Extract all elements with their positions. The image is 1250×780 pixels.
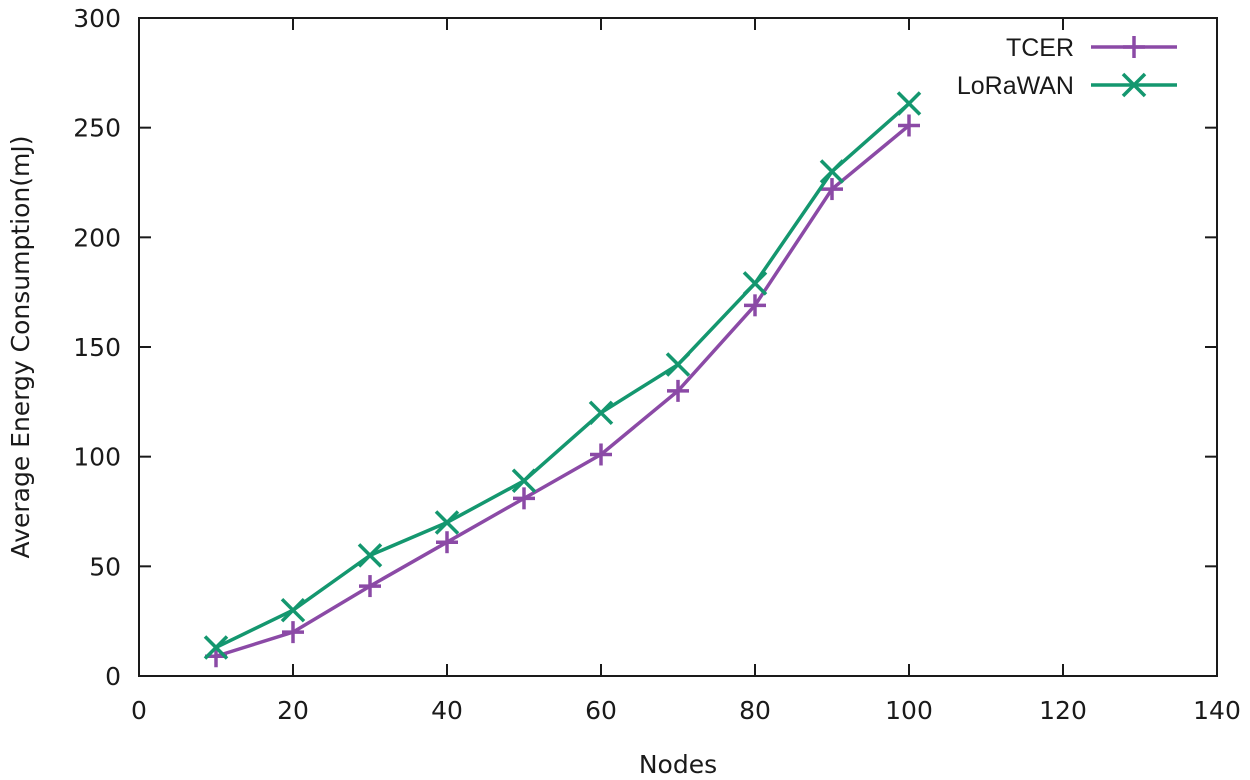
series-layer: [203, 91, 922, 668]
data-point-lorawan: [434, 510, 460, 535]
legend-item-tcer: TCER: [1006, 34, 1177, 62]
plot-frame: [138, 17, 1218, 677]
y-tick-label: 200: [73, 223, 121, 252]
data-point-tcer: [821, 178, 843, 201]
y-tick-label: 100: [73, 443, 121, 472]
series-line-tcer: [215, 124, 911, 658]
x-axis-title: Nodes: [639, 750, 717, 779]
data-point-tcer: [590, 443, 612, 466]
data-point-lorawan: [742, 271, 768, 296]
data-point-tcer: [898, 114, 920, 137]
data-point-lorawan: [665, 352, 691, 377]
data-point-lorawan: [280, 597, 306, 623]
data-point-tcer: [359, 575, 381, 598]
y-tick-label: 150: [73, 333, 121, 362]
legend-marker: [1121, 72, 1147, 98]
y-tick-label: 50: [89, 552, 121, 581]
data-point-tcer: [744, 294, 766, 317]
legend-label: LoRaWAN: [957, 72, 1074, 100]
data-point-lorawan: [511, 468, 537, 494]
x-tick-label: 20: [277, 696, 309, 725]
x-tick-label: 0: [131, 696, 147, 725]
x-tick-label: 140: [1193, 696, 1241, 725]
series-tcer: [205, 114, 920, 668]
x-tick-label: 80: [739, 696, 771, 725]
data-point-lorawan: [357, 543, 383, 568]
x-tick-label: 40: [431, 696, 463, 725]
data-point-tcer: [436, 531, 458, 554]
x-tick-label: 60: [585, 696, 617, 725]
x-tick-label: 100: [885, 696, 933, 725]
data-point-lorawan: [819, 159, 845, 184]
data-point-lorawan: [896, 91, 922, 116]
y-axis-title: Average Energy Consumption(mJ): [6, 136, 35, 559]
data-point-tcer: [513, 487, 535, 510]
series-lorawan: [203, 91, 922, 660]
y-tick-label: 300: [73, 4, 121, 33]
legend-marker: [1123, 36, 1145, 58]
data-point-tcer: [282, 621, 304, 644]
data-point-tcer: [667, 379, 689, 402]
data-point-lorawan: [203, 635, 229, 660]
legend-label: TCER: [1006, 34, 1074, 62]
ticks-layer: 0 20 40 60 80 100 120 140 0 50 100 150 200 250 300: [73, 4, 1241, 725]
legend: TCER LoRaWAN: [957, 34, 1177, 100]
series-line-lorawan: [215, 102, 911, 650]
y-tick-label: 0: [105, 662, 121, 691]
x-tick-label: 120: [1039, 696, 1087, 725]
y-tick-label: 250: [73, 114, 121, 143]
legend-item-lorawan: LoRaWAN: [957, 72, 1177, 100]
data-point-lorawan: [588, 400, 614, 426]
